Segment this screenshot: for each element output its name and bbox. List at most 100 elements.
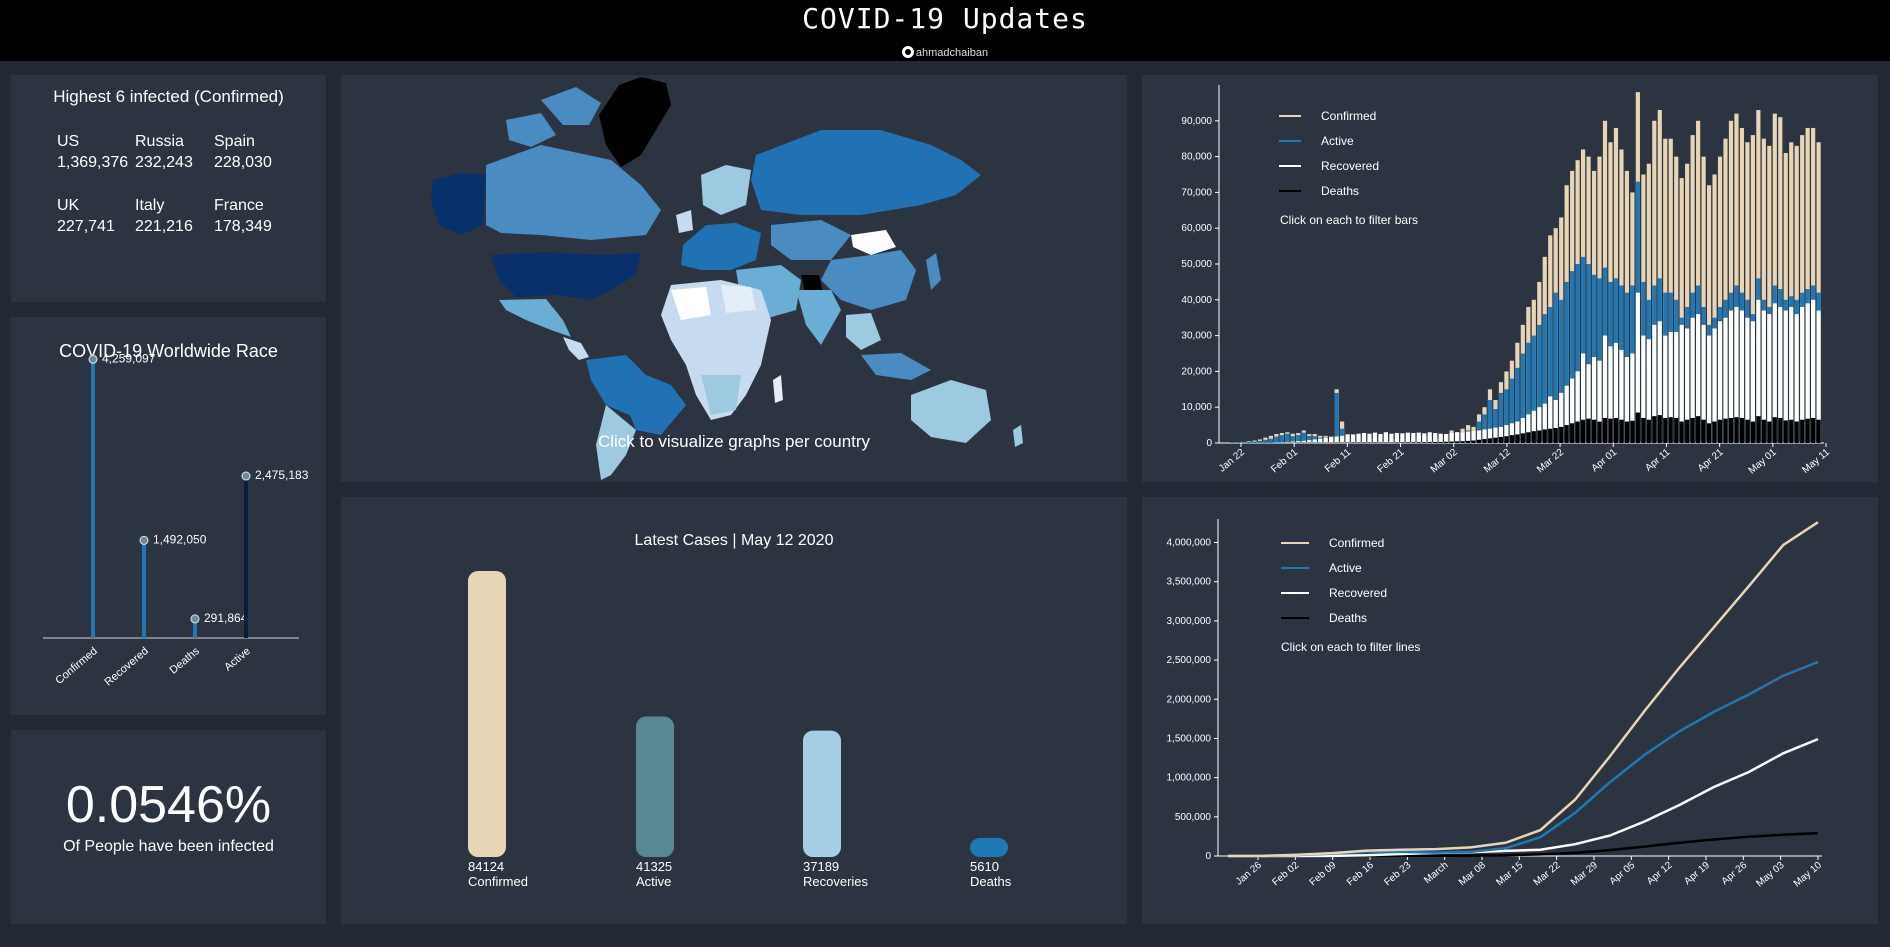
daily-bar [1400, 433, 1405, 443]
daily-bar [1526, 342, 1531, 443]
daily-bar [1723, 138, 1728, 443]
daily-bar [1663, 138, 1668, 443]
daily-bar [1723, 317, 1728, 443]
daily-bar [1542, 403, 1547, 443]
daily-x-tick-label: Feb 21 [1376, 447, 1407, 476]
daily-bar [1805, 127, 1810, 444]
race-category-label: Deaths [168, 645, 203, 677]
map-country[interactable] [431, 173, 486, 235]
map-country[interactable] [681, 223, 761, 270]
latest-category-label: Active [636, 874, 671, 889]
map-country[interactable] [626, 375, 686, 435]
top-bar: COVID-19 Updates ahmadchaiban [0, 0, 1890, 61]
daily-bar [1789, 306, 1794, 443]
latest-bar [636, 716, 674, 857]
cumulative-line-chart[interactable]: 0 500,000 1,000,000 1,500,000 2,000,000 2,500… [1142, 497, 1878, 924]
daily-bar [1405, 432, 1410, 443]
daily-bar [1383, 442, 1389, 443]
page-title: COVID-19 Updates [802, 2, 1088, 35]
daily-bar [1296, 441, 1301, 443]
daily-bar [1449, 441, 1454, 443]
map-country[interactable] [563, 337, 589, 360]
daily-bar [1619, 419, 1624, 443]
daily-bar [1537, 430, 1542, 443]
daily-bar [1498, 436, 1504, 443]
latest-value-label: 41325 [636, 859, 672, 874]
map-country[interactable] [1013, 425, 1023, 447]
daily-bar [1805, 303, 1810, 443]
cum-y-tick-label: 500,000 [1175, 812, 1212, 823]
latest-bar [468, 571, 506, 857]
daily-bar [1493, 408, 1498, 443]
daily-bar [1482, 414, 1487, 443]
daily-bar [1591, 357, 1597, 443]
daily-bar [1235, 442, 1241, 443]
latest-value-label: 37189 [803, 859, 839, 874]
daily-x-tick-label: Feb 01 [1269, 447, 1300, 476]
daily-bar [1800, 135, 1805, 443]
daily-x-tick-label: Apr 11 [1643, 447, 1672, 474]
daily-bar [1422, 442, 1427, 443]
author-link[interactable]: ahmadchaiban [0, 46, 1890, 59]
map-country[interactable] [596, 405, 636, 480]
map-country[interactable] [846, 313, 881, 350]
daily-bar [1389, 442, 1394, 443]
daily-bar [1575, 371, 1580, 443]
map-country[interactable] [926, 253, 941, 290]
daily-bar [1433, 441, 1438, 443]
latest-category-label: Confirmed [468, 874, 528, 889]
map-country[interactable] [671, 287, 711, 320]
map-country[interactable] [676, 210, 693, 233]
daily-bar [1520, 417, 1525, 443]
map-country[interactable] [911, 380, 991, 443]
map-country[interactable] [506, 113, 556, 147]
daily-bar [1630, 353, 1635, 443]
daily-bar [1679, 324, 1684, 443]
cumulative-hint: Click on each to filter lines [1281, 640, 1421, 654]
map-country[interactable] [701, 165, 751, 215]
world-map[interactable] [341, 75, 1127, 482]
race-value-label: 1,492,050 [153, 532, 207, 546]
daily-bar [1657, 321, 1662, 443]
daily-bar-chart[interactable]: 0 10,000 20,000 30,000 40,000 50,000 60,000 70,… [1142, 75, 1878, 482]
daily-bar [1816, 419, 1821, 443]
map-country[interactable] [491, 252, 641, 300]
daily-bar [1416, 442, 1421, 443]
map-country[interactable] [499, 299, 571, 337]
daily-bar [1690, 417, 1695, 443]
map-country[interactable] [861, 353, 931, 380]
daily-bar [1685, 328, 1690, 443]
daily-bar [1476, 430, 1482, 443]
daily-bar [1734, 306, 1739, 443]
daily-bar [1717, 321, 1723, 443]
daily-bar [1619, 349, 1624, 443]
country-stat: France 178,349 [214, 197, 294, 236]
map-country[interactable] [796, 290, 841, 345]
daily-bar [1367, 433, 1372, 443]
map-country[interactable] [599, 77, 671, 167]
map-country[interactable] [851, 230, 896, 255]
cum-y-tick-label: 2,500,000 [1167, 655, 1212, 666]
race-panel: COVID-19 Worldwide Race 4,259,097 Confirm… [11, 317, 326, 715]
daily-bar [1674, 156, 1679, 443]
daily-bar [1438, 433, 1443, 443]
daily-bar [1350, 442, 1356, 443]
map-country[interactable] [486, 145, 661, 240]
map-country[interactable] [771, 220, 851, 260]
map-country[interactable] [541, 87, 601, 125]
race-point [190, 614, 200, 624]
country-name: UK [57, 197, 80, 214]
daily-bar [1663, 335, 1668, 443]
map-country[interactable] [701, 375, 741, 415]
cum-legend-label: Confirmed [1329, 536, 1384, 550]
daily-bar [1498, 392, 1504, 443]
daily-bar [1482, 429, 1487, 443]
daily-bar [1520, 433, 1525, 443]
daily-bar [1537, 324, 1542, 443]
map-country[interactable] [821, 250, 916, 310]
map-country[interactable] [773, 375, 783, 403]
daily-bar [1706, 185, 1712, 443]
map-country[interactable] [751, 130, 981, 215]
daily-bar [1706, 423, 1712, 443]
map-country[interactable] [721, 285, 756, 313]
